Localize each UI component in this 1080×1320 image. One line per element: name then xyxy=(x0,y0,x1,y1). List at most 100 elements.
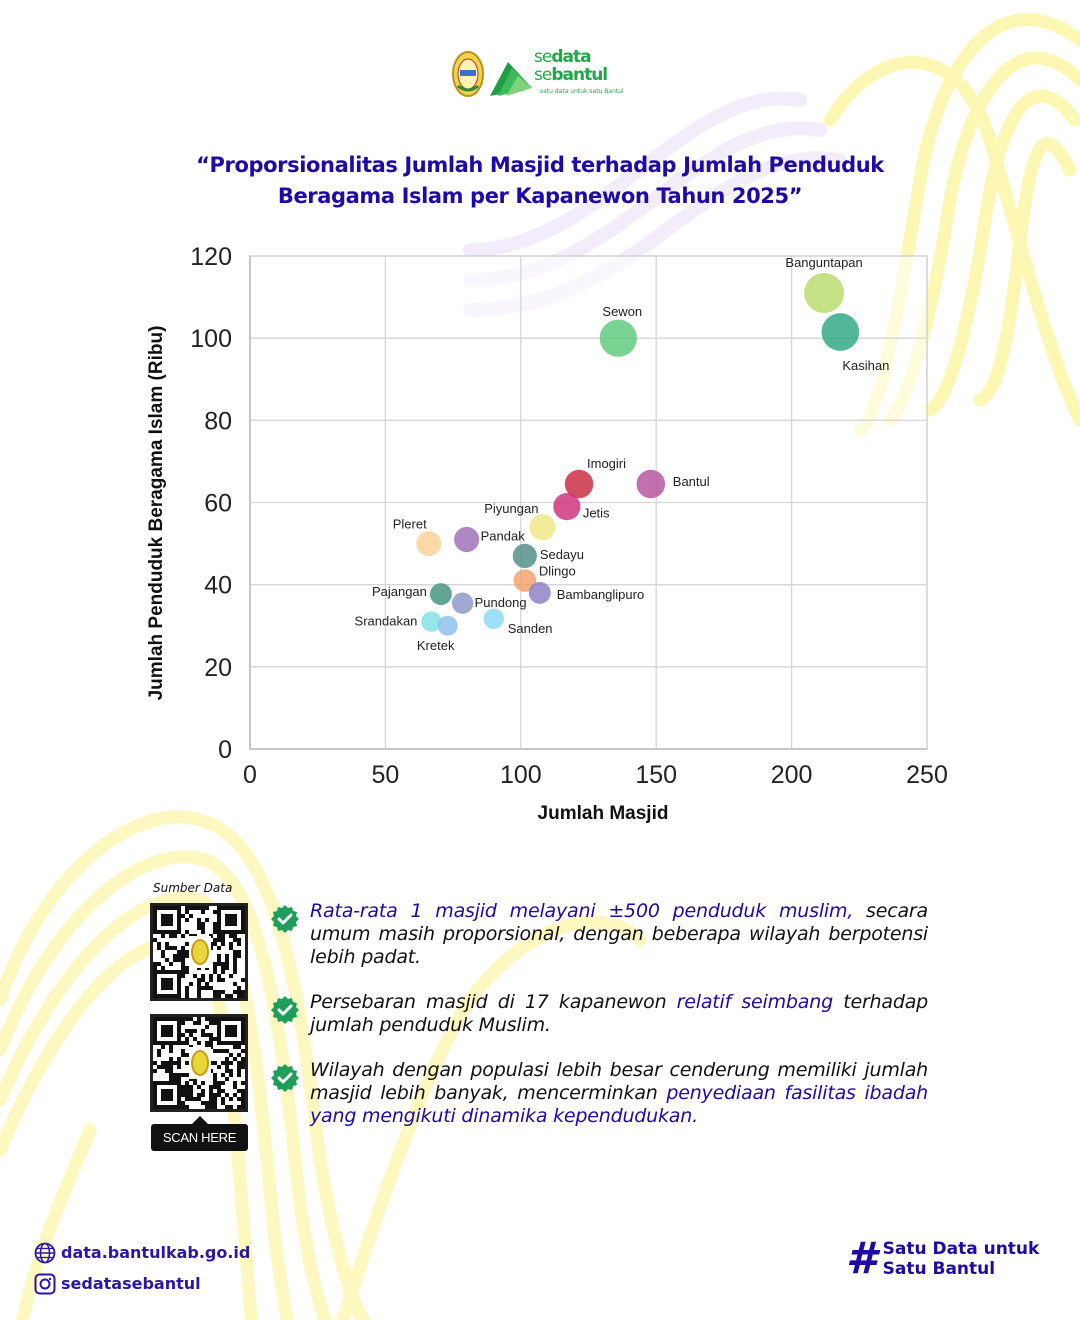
insight-item: Rata-rata 1 masjid melayani ±500 pendudu… xyxy=(268,900,928,969)
y-tick-label: 120 xyxy=(190,243,232,271)
check-badge-icon xyxy=(271,905,299,933)
scan-here-button[interactable]: SCAN HERE xyxy=(151,1116,248,1151)
qr-seal-icon xyxy=(191,939,209,965)
insight-body: Wilayah dengan populasi lebih besar cend… xyxy=(310,1059,928,1104)
bubble-banguntapan xyxy=(804,272,845,313)
y-axis-label: Jumlah Penduduk Beragama Islam (Ribu) xyxy=(146,326,167,701)
globe-icon xyxy=(34,1242,56,1263)
scatter-chart: 0 50 100 150 200 250 0 20 40 60 80 100 120 Banguntap… xyxy=(146,243,948,824)
website-link[interactable]: data.bantulkab.go.id xyxy=(34,1237,250,1268)
point-label: Dlingo xyxy=(539,564,576,579)
qr-code-2[interactable] xyxy=(150,1014,248,1112)
sedata-mountain-icon xyxy=(490,62,532,96)
brand-se-1: se xyxy=(534,47,552,67)
point-label: Piyungan xyxy=(484,501,538,516)
qr-code-1[interactable] xyxy=(150,903,248,1001)
insight-body: terhadap jumlah penduduk Muslim. xyxy=(310,991,929,1036)
instagram-icon xyxy=(34,1273,56,1294)
x-tick-label: 150 xyxy=(635,761,677,789)
check-badge-icon xyxy=(271,1064,299,1092)
insight-text: Rata-rata 1 masjid melayani ±500 pendudu… xyxy=(310,900,928,969)
source-label: Sumber Data xyxy=(153,881,233,895)
x-tick-label: 50 xyxy=(371,761,399,789)
bubble-bantul xyxy=(636,469,666,499)
point-label: Pajangan xyxy=(372,584,427,599)
point-label: Kasihan xyxy=(842,358,889,373)
bubble-kasihan xyxy=(821,313,860,351)
bubble-kretek xyxy=(437,615,458,636)
instagram-text: sedatasebantul xyxy=(61,1274,201,1293)
brand-wordmark: sedata sebantul xyxy=(534,47,608,85)
slogan-line-1: Satu Data untuk xyxy=(882,1239,1040,1259)
point-label: Pleret xyxy=(393,517,427,532)
page-title: “Proporsionalitas Jumlah Masjid terhadap… xyxy=(120,150,960,212)
point-label: Bambanglipuro xyxy=(557,587,644,602)
chart-points xyxy=(416,272,860,636)
footer-contacts: data.bantulkab.go.id sedatasebantul xyxy=(34,1237,250,1299)
bubble-sewon xyxy=(599,319,637,357)
bubble-sanden xyxy=(483,608,504,629)
bubble-pundong xyxy=(451,592,474,614)
point-label: Srandakan xyxy=(355,614,418,629)
chart-grid xyxy=(249,255,928,750)
point-label: Imogiri xyxy=(587,456,626,471)
bantul-regency-seal-icon xyxy=(452,51,484,97)
point-label: Kretek xyxy=(417,638,455,653)
brand-tagline: satu data untuk satu Bantul xyxy=(540,88,624,95)
y-tick-label: 60 xyxy=(204,490,232,518)
brand-bantul: bantul xyxy=(551,65,608,85)
bubble-pajangan xyxy=(429,583,452,606)
brand-data: data xyxy=(551,47,591,67)
insight-highlight: relatif seimbang xyxy=(676,991,833,1013)
brand-se-2: se xyxy=(534,65,552,85)
point-label: Sanden xyxy=(508,621,553,636)
qr-seal-icon xyxy=(191,1050,209,1076)
bubble-dlingo xyxy=(513,569,537,592)
bubble-pleret xyxy=(416,531,442,557)
bubble-bambanglipuro xyxy=(528,581,551,604)
bubble-jetis xyxy=(553,493,581,521)
insights-list: Rata-rata 1 masjid melayani ±500 pendudu… xyxy=(268,900,928,1150)
slogan-line-2: Satu Bantul xyxy=(882,1259,996,1279)
title-line-2: Beragama Islam per Kapanewon Tahun 2025” xyxy=(277,184,803,208)
x-tick-label: 100 xyxy=(500,761,542,789)
instagram-link[interactable]: sedatasebantul xyxy=(34,1268,250,1299)
y-tick-label: 20 xyxy=(204,654,232,682)
insight-item: Persebaran masjid di 17 kapanewon relati… xyxy=(268,991,928,1037)
bubble-imogiri xyxy=(564,469,594,499)
website-text: data.bantulkab.go.id xyxy=(61,1243,251,1262)
chart-point-labels: Banguntapan Kasihan Sewon Imogiri Bantul Jeti… xyxy=(355,255,890,653)
bubble-srandakan xyxy=(421,611,442,632)
bubble-sedayu xyxy=(512,543,537,569)
point-label: Sedayu xyxy=(540,547,584,562)
hashtag-slogan: # Satu Data untuk Satu Bantul xyxy=(846,1237,1039,1281)
point-label: Pundong xyxy=(475,595,527,610)
insight-text: Persebaran masjid di 17 kapanewon relati… xyxy=(310,991,928,1037)
point-label: Bantul xyxy=(673,474,710,489)
bubble-pandak xyxy=(454,526,480,553)
hashtag-icon: # xyxy=(846,1233,877,1284)
point-label: Banguntapan xyxy=(785,255,862,270)
title-line-1: “Proporsionalitas Jumlah Masjid terhadap… xyxy=(196,153,884,177)
check-badge-icon xyxy=(271,996,299,1024)
insight-text: Wilayah dengan populasi lebih besar cend… xyxy=(310,1059,928,1128)
bubble-piyungan xyxy=(529,514,556,541)
point-label: Sewon xyxy=(602,304,642,319)
y-tick-label: 100 xyxy=(190,325,232,353)
insight-body: Persebaran masjid di 17 kapanewon xyxy=(310,991,677,1013)
x-tick-label: 250 xyxy=(906,761,948,789)
qr-pattern-icon xyxy=(153,906,245,998)
y-tick-label: 80 xyxy=(204,407,232,435)
chart-ticks: 0 50 100 150 200 250 0 20 40 60 80 100 120 xyxy=(190,243,948,789)
point-label: Pandak xyxy=(481,528,526,543)
insight-highlight: Rata-rata 1 masjid melayani ±500 pendudu… xyxy=(310,900,854,922)
y-tick-label: 40 xyxy=(204,572,232,600)
point-label: Jetis xyxy=(583,506,610,521)
x-tick-label: 0 xyxy=(243,761,257,789)
header-logo: sedata sebantul satu data untuk satu Ban… xyxy=(448,46,648,102)
insight-highlight: penyediaan fasilitas ibadah yang mengiku… xyxy=(310,1082,928,1127)
x-axis-label: Jumlah Masjid xyxy=(538,803,669,824)
x-tick-label: 200 xyxy=(771,761,813,789)
insight-body: secara umum masih proporsional, dengan b… xyxy=(310,900,928,968)
